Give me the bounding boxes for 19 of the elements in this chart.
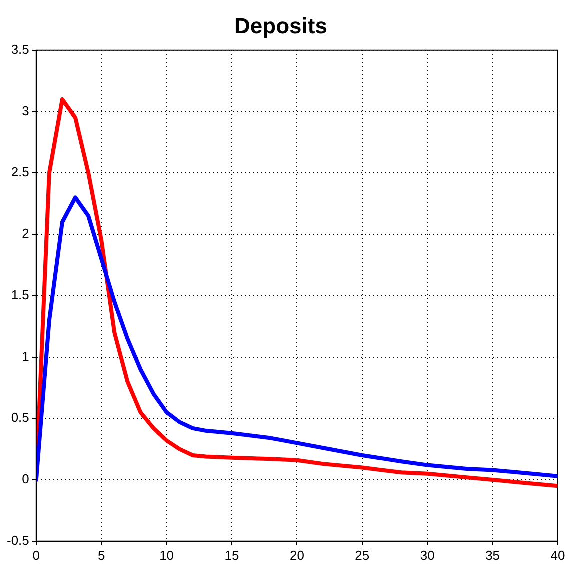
y-tick-label: 0.5 [11, 410, 30, 426]
x-tick-label: 5 [98, 548, 106, 563]
x-tick-label: 35 [486, 548, 500, 563]
y-tick-label: 3 [22, 103, 30, 118]
y-tick-label: 0 [22, 472, 30, 487]
chart-title: Deposits [234, 13, 328, 38]
y-tick-label: 1.5 [11, 287, 30, 302]
x-tick-label: 20 [290, 548, 304, 563]
y-tick-label: 2 [22, 226, 30, 242]
x-tick-label: 30 [420, 548, 435, 563]
x-tick-label: 10 [160, 548, 174, 563]
x-tick-label: 0 [32, 548, 40, 563]
x-tick-label: 25 [355, 548, 370, 563]
y-tick-label: 3.5 [11, 42, 30, 57]
y-tick-label: 2.5 [11, 164, 30, 180]
x-tick-label: 40 [550, 548, 566, 563]
y-tick-label: 1 [22, 348, 30, 364]
x-tick-label: 15 [224, 548, 240, 563]
y-tick-label: -0.5 [6, 532, 30, 548]
